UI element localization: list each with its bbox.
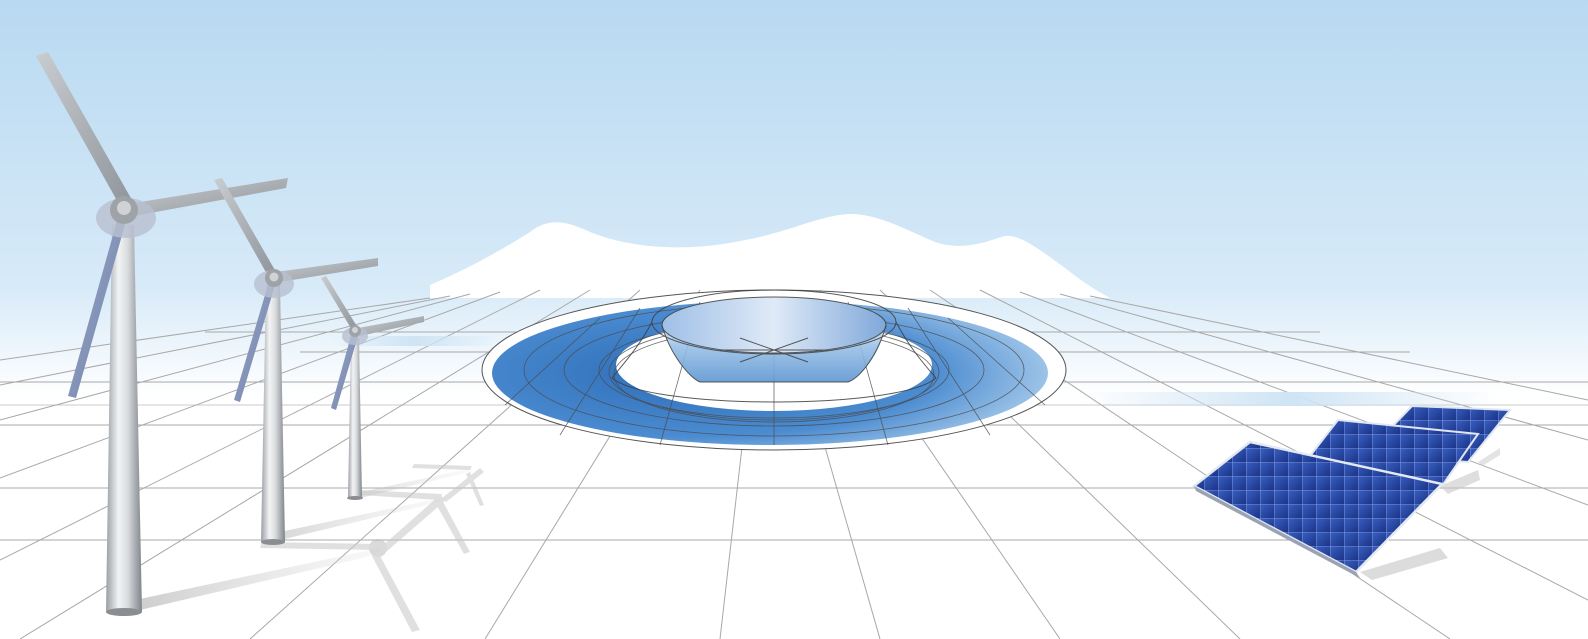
haze-strip (1080, 392, 1500, 406)
wind-turbine-icon (321, 276, 424, 500)
turbine-blade (68, 210, 128, 398)
turbine-blade (321, 276, 358, 330)
turbine-blade (214, 178, 276, 276)
turbine-blade (128, 178, 288, 216)
wind-turbine-icon (214, 178, 378, 545)
mountain-icon (430, 214, 1110, 298)
reservoir-icon (481, 289, 1067, 451)
turbine-blade (331, 332, 358, 410)
wind-turbine-icon (36, 52, 288, 616)
turbine-tower (261, 285, 285, 542)
turbine-tower (106, 225, 142, 612)
haze-strip (330, 336, 500, 346)
solar-panel-icon (1191, 404, 1513, 580)
turbine-blade (276, 258, 378, 282)
turbine-blade (234, 278, 276, 402)
turbine-shadows (135, 464, 484, 632)
turbine-tower (348, 338, 362, 498)
turbine-blade (358, 316, 424, 336)
turbine-blade (36, 52, 132, 206)
